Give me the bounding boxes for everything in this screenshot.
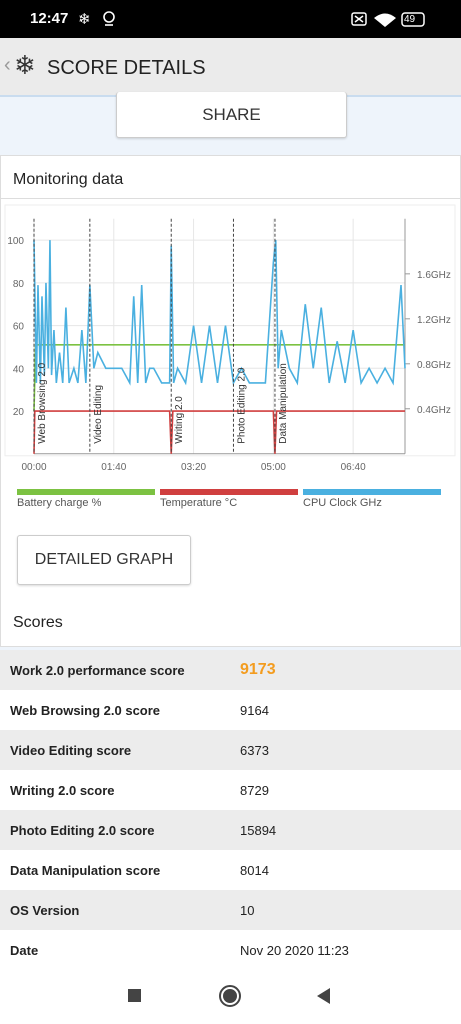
back-button[interactable]: ‹ (4, 54, 11, 76)
nav-bar (0, 970, 461, 1024)
event-label: Photo Editing 2.0 (236, 367, 247, 444)
y-tick-label: 20 (13, 407, 25, 418)
legend-swatch (160, 489, 298, 495)
share-button[interactable]: SHARE (116, 92, 347, 138)
legend-label: Temperature °C (160, 497, 237, 509)
score-row: Data Manipulation score 8014 (0, 850, 461, 891)
detailed-graph-button[interactable]: DETAILED GRAPH (17, 535, 191, 585)
x-tick-label: 01:40 (101, 462, 126, 473)
legend-label: CPU Clock GHz (303, 497, 382, 509)
y-tick-label: 40 (13, 364, 25, 375)
y2-tick-label: 1.2GHz (417, 315, 451, 326)
event-label: Data Manipulation (278, 363, 289, 444)
score-label: Web Browsing 2.0 score (10, 703, 161, 718)
score-value: 15894 (240, 823, 277, 838)
battery-level: 49 (404, 14, 416, 25)
svg-text:❄: ❄ (78, 11, 91, 28)
score-row: Web Browsing 2.0 score 9164 (0, 690, 461, 731)
score-label: Date (10, 943, 39, 958)
score-row: Date Nov 20 2020 11:23 (0, 930, 461, 971)
y-tick-label: 60 (13, 322, 25, 333)
event-label: Web Browsing 2.0 (37, 362, 48, 443)
plot-frame (4, 204, 456, 457)
home-button[interactable] (221, 987, 239, 1005)
score-value: 8729 (240, 783, 269, 798)
score-row: Photo Editing 2.0 score 15894 (0, 810, 461, 851)
score-value: 9173 (240, 661, 276, 678)
score-row: OS Version 10 (0, 890, 461, 931)
section-title: Monitoring data (13, 171, 124, 188)
series-line (33, 410, 405, 454)
score-label: Writing 2.0 score (10, 783, 115, 798)
x-tick-label: 05:00 (261, 462, 286, 473)
x-tick-label: 06:40 (341, 462, 366, 473)
series-line (33, 240, 406, 386)
legend-label: Battery charge % (17, 497, 102, 509)
x-tick-label: 00:00 (21, 462, 46, 473)
y2-tick-label: 0.8GHz (417, 360, 451, 371)
y-tick-label: 80 (13, 279, 25, 290)
score-label: Video Editing score (10, 743, 132, 758)
y2-tick-label: 1.6GHz (417, 270, 451, 281)
score-row: Video Editing score 6373 (0, 730, 461, 771)
legend-swatch (303, 489, 441, 495)
y-tick-label: 100 (7, 236, 24, 247)
clock: 12:47 (30, 10, 69, 27)
x-tick-label: 03:20 (181, 462, 206, 473)
score-value: 6373 (240, 743, 269, 758)
page-title: SCORE DETAILS (47, 57, 206, 79)
section-title: Scores (13, 614, 63, 631)
chart: 20 40 60 80 100 0.4GHz 0.8GHz 1.2GHz 1.6GHz 00:00… (4, 204, 456, 509)
score-row: Work 2.0 performance score 9173 (0, 650, 461, 691)
score-label: Work 2.0 performance score (10, 663, 185, 678)
divider (1, 198, 460, 199)
score-label: OS Version (10, 903, 80, 918)
score-value: Nov 20 2020 11:23 (240, 943, 349, 958)
event-label: Writing 2.0 (174, 396, 185, 444)
score-row: Writing 2.0 score 8729 (0, 770, 461, 811)
status-icons: ❄ (78, 11, 115, 28)
legend-swatch (17, 489, 155, 495)
app-bar: ‹ ❄ SCORE DETAILS (0, 38, 461, 97)
nav-icons (128, 985, 330, 1007)
event-label: Video Editing (93, 385, 104, 444)
system-icons (351, 12, 425, 27)
back-nav-button[interactable] (317, 988, 330, 1004)
score-label: Data Manipulation score (10, 863, 161, 878)
score-value: 10 (240, 903, 255, 918)
scores-table: Work 2.0 performance score 9173 Web Browsi… (0, 650, 461, 971)
score-label: Photo Editing 2.0 score (10, 823, 155, 838)
score-value: 8014 (240, 863, 269, 878)
app-icon: ❄ (14, 50, 36, 80)
score-value: 9164 (240, 703, 269, 718)
recents-button[interactable] (128, 989, 141, 1002)
status-bar: 12:47 ❄ 49 (0, 0, 461, 38)
y2-tick-label: 0.4GHz (417, 405, 451, 416)
